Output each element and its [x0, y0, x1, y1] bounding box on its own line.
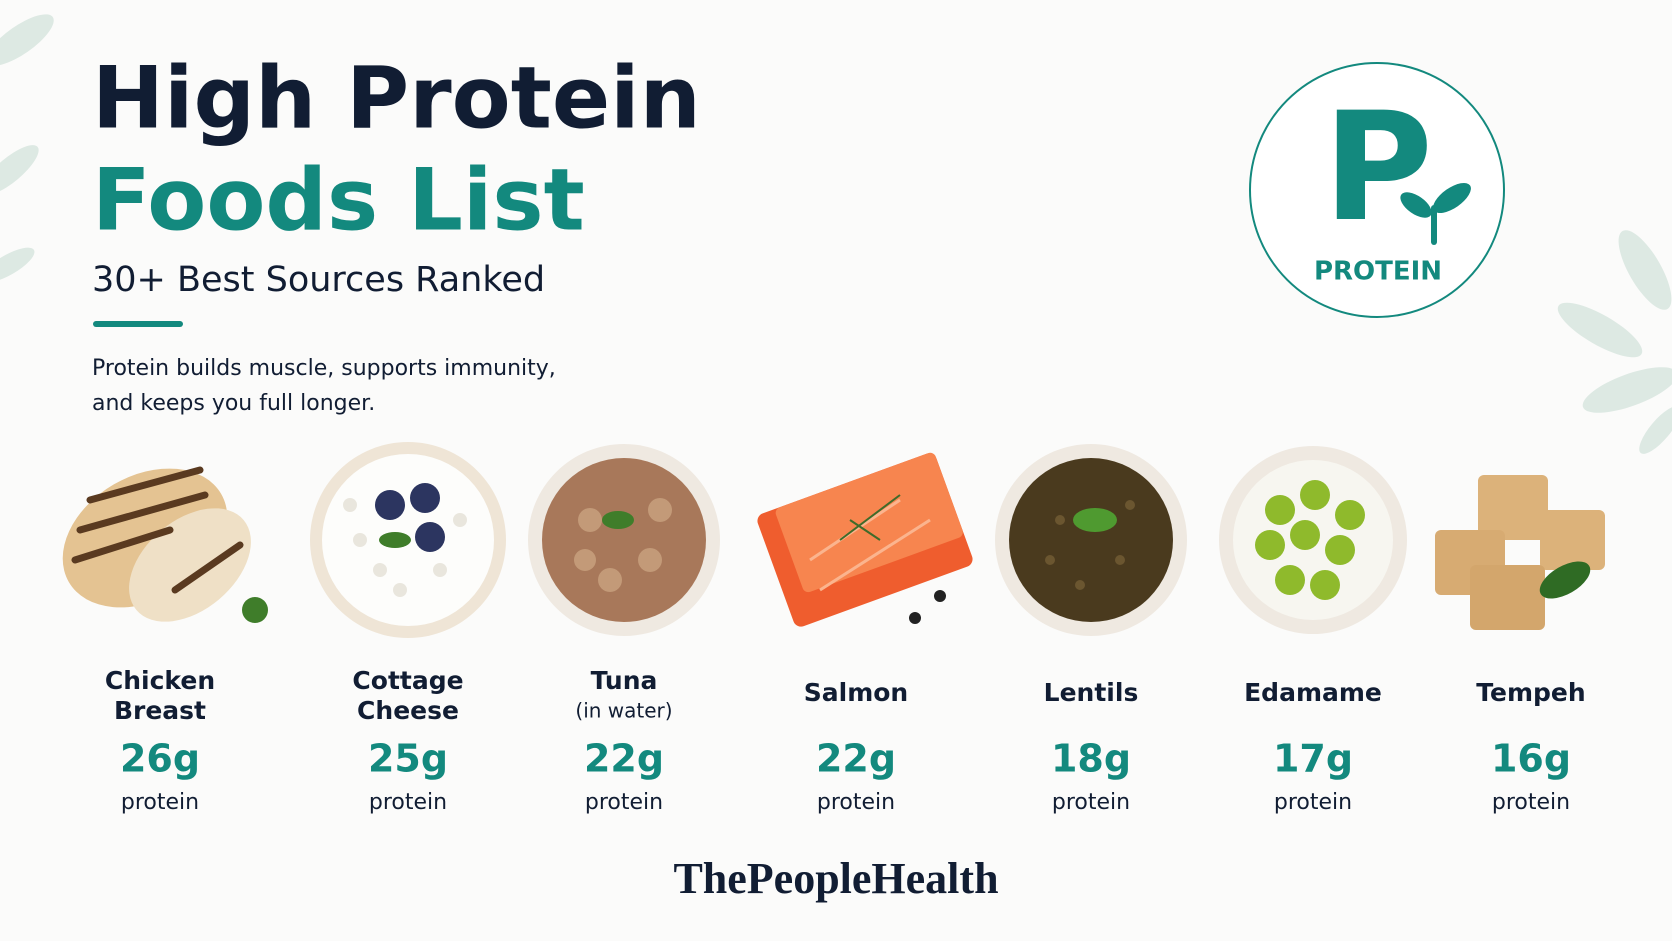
- title-line: High Protein: [92, 48, 701, 148]
- badge-letter: P: [1323, 81, 1433, 255]
- protein-amount: 16g: [1491, 737, 1571, 781]
- tuna-illustration: [528, 444, 720, 636]
- decor-leaves: [0, 14, 1672, 454]
- edamame-illustration: [1219, 446, 1407, 634]
- protein-amount: 22g: [816, 737, 896, 781]
- food-name: Chicken: [105, 666, 215, 695]
- cottage-cheese-illustration: [310, 442, 506, 638]
- food-name: Cottage: [352, 666, 463, 695]
- food-name: Edamame: [1244, 678, 1382, 707]
- protein-amount: 25g: [368, 737, 448, 781]
- protein-unit: protein: [1492, 790, 1570, 815]
- protein-amount: 22g: [584, 737, 664, 781]
- food-name: Cheese: [357, 696, 459, 725]
- badge-label: PROTEIN: [1314, 257, 1442, 287]
- salmon-illustration: [757, 452, 973, 627]
- protein-amount: 26g: [120, 737, 200, 781]
- food-name: Tuna: [591, 666, 658, 695]
- protein-amount: 18g: [1051, 737, 1131, 781]
- protein-unit: protein: [585, 790, 663, 815]
- protein-unit: protein: [121, 790, 199, 815]
- subtitle: 30+ Best Sources Ranked: [92, 260, 545, 300]
- intro-line: and keeps you full longer.: [92, 391, 375, 416]
- accent-bar: [93, 321, 183, 327]
- protein-unit: protein: [1274, 790, 1352, 815]
- food-note: (in water): [575, 699, 672, 723]
- tempeh-illustration: [1435, 475, 1605, 630]
- badge-sprout: [1400, 182, 1471, 245]
- intro-line: Protein builds muscle, supports immunity…: [92, 356, 556, 381]
- title-line: Foods List: [92, 150, 585, 250]
- protein-amount: 17g: [1273, 737, 1353, 781]
- badge-circle: [1249, 62, 1505, 318]
- food-name: Lentils: [1044, 678, 1139, 707]
- food-name: Breast: [114, 696, 206, 725]
- lentils-illustration: [995, 444, 1187, 636]
- protein-unit: protein: [369, 790, 447, 815]
- protein-unit: protein: [817, 790, 895, 815]
- food-name: Salmon: [804, 678, 908, 707]
- protein-unit: protein: [1052, 790, 1130, 815]
- brand: ThePeopleHealth: [673, 854, 998, 903]
- food-name: Tempeh: [1476, 678, 1585, 707]
- chicken-illustration: [62, 466, 268, 623]
